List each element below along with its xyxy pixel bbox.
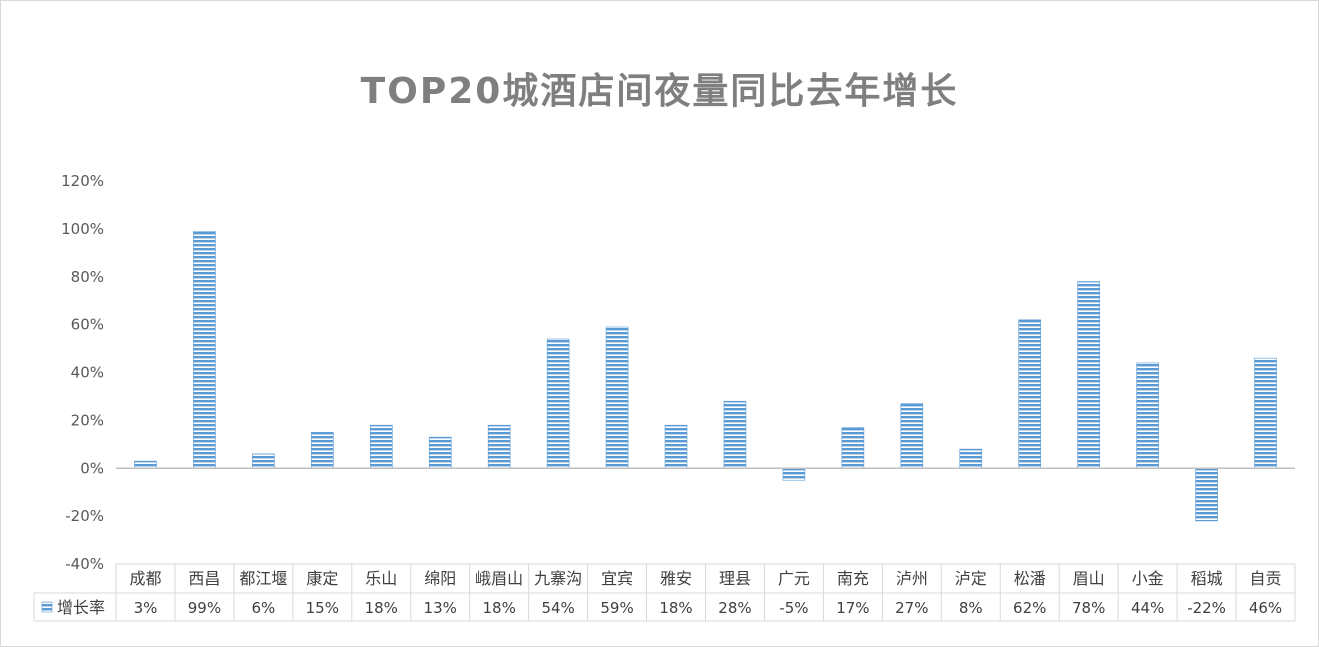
data-label: 54%	[541, 599, 574, 617]
bar	[605, 326, 629, 469]
y-tick-label: 0%	[80, 459, 104, 477]
y-tick-label: 80%	[71, 268, 104, 286]
bar	[1077, 281, 1100, 469]
bar	[487, 424, 511, 469]
y-tick-label: -40%	[65, 555, 104, 573]
category-label: 理县	[719, 569, 751, 588]
bar	[841, 427, 865, 469]
data-label: 17%	[836, 599, 869, 617]
data-label: 18%	[483, 599, 516, 617]
y-tick-label: 40%	[71, 364, 104, 382]
data-label: 15%	[306, 599, 339, 617]
data-label: 59%	[600, 599, 633, 617]
data-label: 28%	[718, 599, 751, 617]
bar	[193, 230, 216, 469]
data-label: -22%	[1187, 599, 1226, 617]
category-label: 小金	[1132, 569, 1164, 588]
bar	[900, 403, 924, 469]
bar	[134, 460, 157, 469]
bar	[664, 424, 688, 469]
category-label: 成都	[129, 569, 161, 588]
category-label: 广元	[778, 569, 810, 588]
bar	[369, 424, 393, 469]
category-label: 南充	[837, 569, 869, 588]
bar	[782, 467, 806, 481]
category-label: 都江堰	[239, 569, 287, 588]
bar	[959, 448, 983, 469]
data-label: 27%	[895, 599, 928, 617]
bar	[428, 436, 452, 469]
y-tick-label: 20%	[71, 411, 104, 429]
category-label: 康定	[306, 569, 338, 588]
data-label: 99%	[188, 599, 221, 617]
chart-title: TOP20城酒店间夜量同比去年增长	[360, 71, 959, 112]
data-label: 78%	[1072, 599, 1105, 617]
data-label: 8%	[959, 599, 983, 617]
y-axis: -40% -20% 0% 20% 40% 60% 80% 100% 120%	[61, 172, 104, 573]
data-label: 13%	[424, 599, 457, 617]
data-table: 成都 3% 西昌 99% 都江堰 6% 康定 15% 乐山 18% 绵阳 13% 峨眉山 18% 九寨沟 54…	[33, 563, 1296, 622]
y-tick-label: 120%	[61, 172, 104, 190]
data-label: 62%	[1013, 599, 1046, 617]
category-label: 泸州	[896, 569, 928, 588]
category-label: 绵阳	[424, 569, 456, 588]
y-tick-label: 60%	[71, 316, 104, 334]
data-label: 6%	[251, 599, 275, 617]
bar	[1136, 362, 1159, 469]
legend-label: 增长率	[57, 598, 105, 617]
category-label: 西昌	[188, 569, 220, 588]
bar	[311, 432, 334, 469]
category-label: 宜宾	[601, 569, 633, 588]
category-label: 松潘	[1014, 569, 1046, 588]
category-label: 泸定	[955, 569, 987, 588]
data-label: 3%	[134, 599, 158, 617]
category-label: 自贡	[1250, 569, 1282, 588]
bar	[252, 453, 275, 469]
y-tick-label: 100%	[61, 220, 104, 238]
data-label: 46%	[1249, 599, 1282, 617]
bar	[1018, 319, 1042, 469]
data-label: 18%	[659, 599, 692, 617]
category-label: 眉山	[1073, 569, 1105, 588]
category-label: 乐山	[365, 569, 397, 588]
data-label: 44%	[1131, 599, 1164, 617]
legend-key	[41, 601, 53, 613]
bar	[546, 338, 570, 469]
category-label: 九寨沟	[534, 569, 582, 588]
category-label: 峨眉山	[475, 569, 523, 588]
category-label: 雅安	[660, 569, 692, 588]
bar	[1195, 467, 1218, 522]
category-label: 稻城	[1191, 569, 1223, 588]
data-label: -5%	[779, 599, 808, 617]
bar	[1254, 357, 1277, 469]
bar	[723, 400, 747, 469]
bars	[134, 230, 1277, 522]
y-tick-label: -20%	[65, 507, 104, 525]
data-label: 18%	[365, 599, 398, 617]
